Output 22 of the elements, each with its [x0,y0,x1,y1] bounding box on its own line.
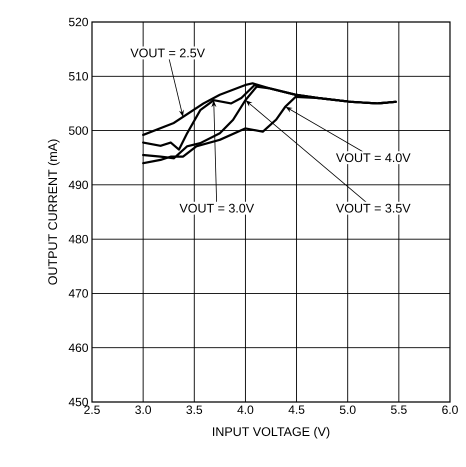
annotation: VOUT = 3.5V [336,204,411,213]
y-tick-label: 480 [68,234,88,244]
y-tick-label: 490 [68,180,88,190]
annotation: VOUT = 2.5V [130,48,205,58]
x-tick-label: 5.0 [340,406,356,414]
y-tick-label: 510 [68,72,88,81]
y-tick-label: 460 [68,343,88,352]
annotation: VOUT = 4.0V [336,153,411,162]
x-tick-label: 3.5 [186,406,202,414]
annotation: VOUT = 3.0V [180,204,254,213]
y-tick-label: 450 [68,398,88,406]
x-tick-label: 5.5 [390,406,407,414]
x-tick-label: 4.5 [288,406,304,414]
y-axis-title: OUTPUT CURRENT (mA) [48,140,60,285]
y-tick-label: 520 [68,18,88,26]
x-axis-title: INPUT VOLTAGE (V) [213,426,330,439]
x-tick-label: 3.0 [135,406,152,414]
x-tick-label: 4.0 [237,406,254,414]
x-tick-label: 2.5 [84,406,100,414]
y-tick-label: 500 [68,126,88,135]
x-tick-label: 6.0 [442,406,458,414]
y-tick-label: 470 [68,289,88,298]
